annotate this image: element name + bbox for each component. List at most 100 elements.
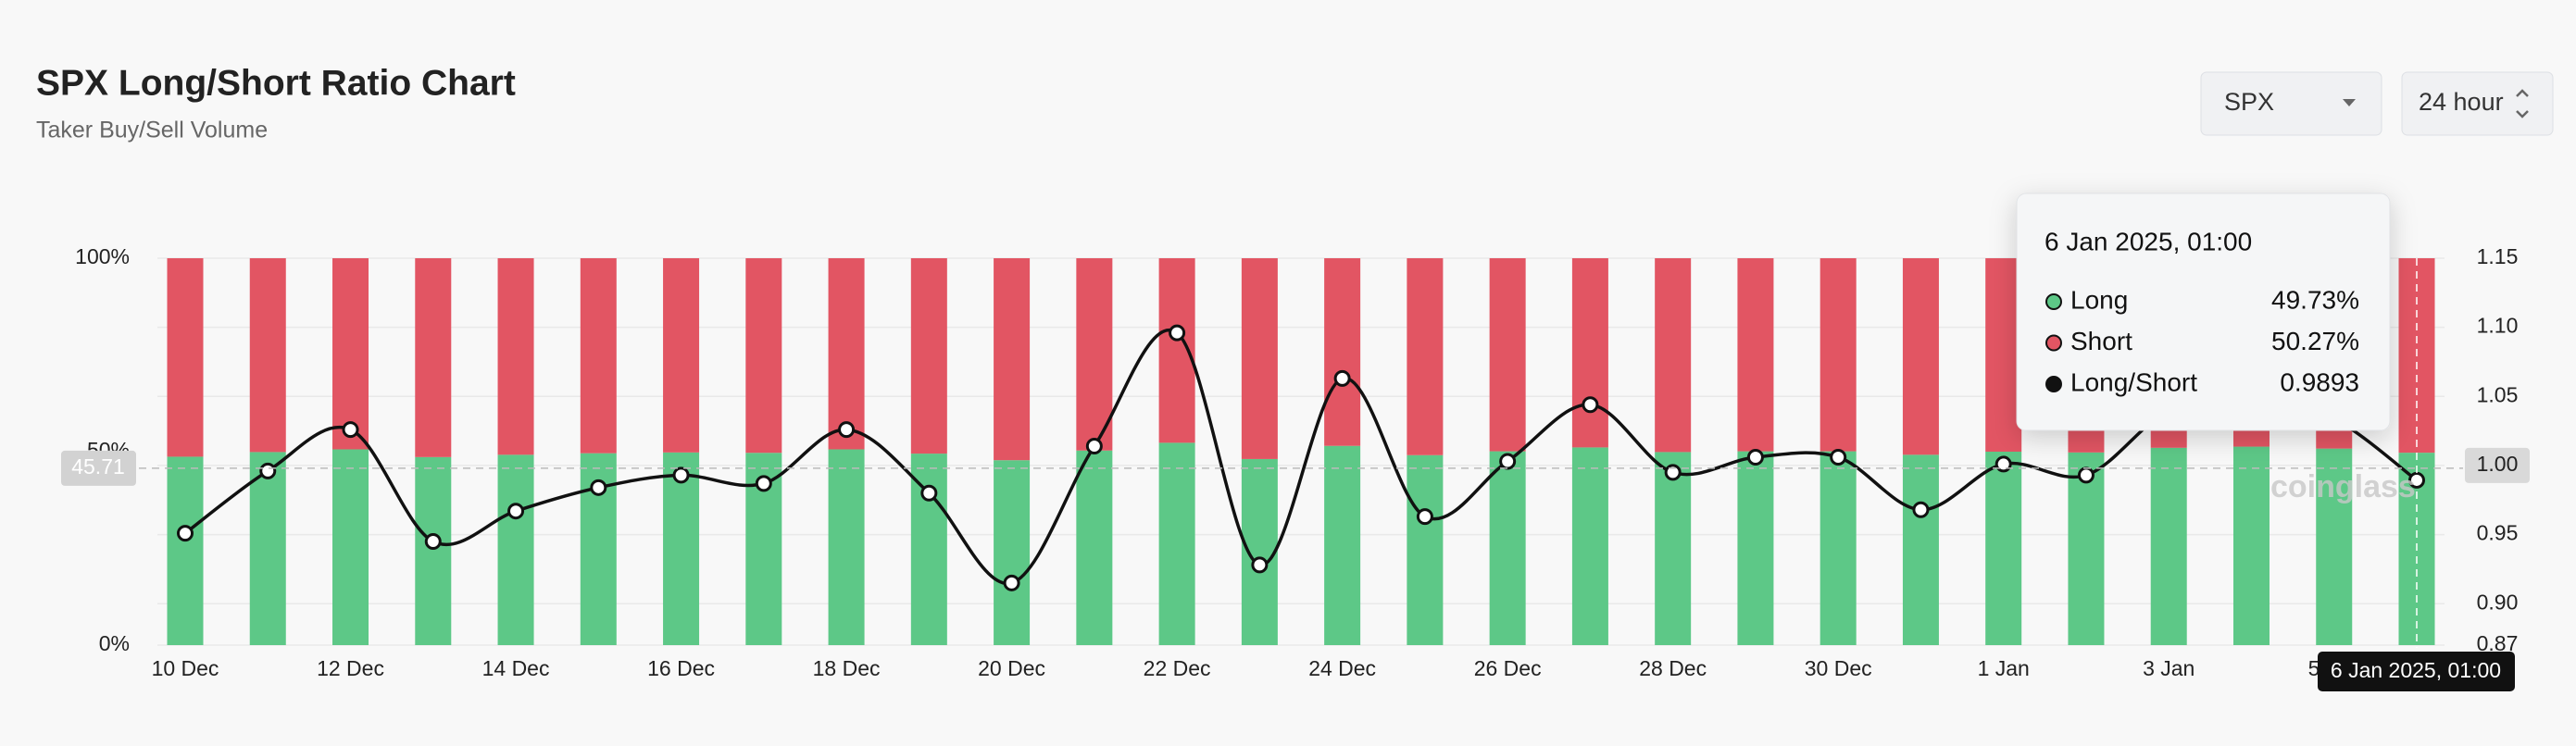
y2-tick-label: 0.95 xyxy=(2477,521,2519,545)
long-bar xyxy=(249,452,286,645)
long-bar xyxy=(1902,454,1939,645)
x-tick-label: 16 Dec xyxy=(647,656,715,680)
ratio-point xyxy=(1582,396,1599,414)
short-bar xyxy=(1902,258,1939,455)
symbol-select[interactable]: SPX xyxy=(2200,71,2382,136)
y2-crosshair-box xyxy=(2465,447,2530,483)
x-tick-label: 26 Dec xyxy=(1474,656,1542,680)
ratio-point xyxy=(1499,453,1517,470)
x-tick-label: 10 Dec xyxy=(152,656,219,680)
x-tick-label: 1 Jan xyxy=(1978,656,2030,680)
legend-label: Long xyxy=(2070,285,2128,314)
y-tick-label: 100% xyxy=(75,244,130,268)
short-bar xyxy=(1241,258,1278,459)
short-bar xyxy=(994,258,1031,461)
x-tick-label: 22 Dec xyxy=(1144,656,1211,680)
short-bar xyxy=(1655,258,1692,453)
watermark: coinglass xyxy=(2270,469,2416,504)
long-bar xyxy=(2150,447,2187,645)
long-bar xyxy=(1407,454,1444,645)
ratio-point xyxy=(1085,438,1103,455)
short-bar xyxy=(1407,258,1444,455)
select-box[interactable] xyxy=(2200,71,2382,136)
short-bar xyxy=(1076,258,1113,451)
short-bar xyxy=(167,258,204,457)
crosshair-y-box xyxy=(61,450,136,486)
ratio-point xyxy=(590,479,607,496)
long-bar xyxy=(994,460,1031,645)
short-bar xyxy=(1737,258,1774,452)
long-bar xyxy=(663,452,700,645)
interval-select[interactable]: 24 hour xyxy=(2401,71,2554,136)
x-tick-label: 18 Dec xyxy=(813,656,881,680)
long-bar xyxy=(167,456,204,645)
x-tick-label: 28 Dec xyxy=(1639,656,1707,680)
ratio-point xyxy=(2077,466,2095,484)
ratio-point xyxy=(259,462,277,479)
ratio-point xyxy=(1333,369,1351,387)
x-tick-label: 20 Dec xyxy=(978,656,1045,680)
short-bar xyxy=(249,258,286,453)
long-bar xyxy=(1324,445,1361,645)
crosshair-y-label: 45.71 xyxy=(71,454,125,479)
long-bar xyxy=(2068,452,2105,645)
subtitle: Taker Buy/Sell Volume xyxy=(36,118,268,143)
tooltip-value: 0.9893 xyxy=(2280,367,2359,396)
long-bar xyxy=(415,456,452,645)
long-bar xyxy=(497,454,534,645)
short-bar xyxy=(910,258,947,454)
ratio-point xyxy=(1912,501,1930,518)
long-bar xyxy=(1737,451,1774,645)
ratio-point xyxy=(507,503,525,520)
long-bar xyxy=(2316,448,2353,645)
x-tick-label: 12 Dec xyxy=(317,656,384,680)
y2-tick-label: 0.90 xyxy=(2477,590,2519,614)
short-bar xyxy=(1489,258,1526,452)
x-tick-label: 24 Dec xyxy=(1308,656,1376,680)
tooltip: 6 Jan 2025, 01:00 Long 49.73% Short 50.27% Lo… xyxy=(2016,193,2391,431)
ratio-point xyxy=(1416,508,1433,526)
select-text[interactable]: SPX xyxy=(2224,88,2274,116)
tooltip-value: 49.73% xyxy=(2271,285,2359,314)
legend-label: Long/Short xyxy=(2070,367,2197,396)
x-tick-label: 14 Dec xyxy=(482,656,550,680)
short-bar xyxy=(580,258,617,454)
ratio-point xyxy=(424,533,442,551)
y2-tick-label: 0.87 xyxy=(2477,631,2519,655)
y2-tick-label: 1.10 xyxy=(2477,314,2519,338)
ratio-point xyxy=(1830,448,1847,466)
long-bar xyxy=(1819,451,1857,645)
short-bar xyxy=(415,258,452,457)
ratio-point xyxy=(1995,455,2012,473)
legend-dot xyxy=(2045,376,2062,392)
long-bar xyxy=(1985,452,2022,645)
long-bar xyxy=(1655,452,1692,645)
select-text[interactable]: 24 hour xyxy=(2419,88,2504,116)
legend-dot xyxy=(2045,334,2062,352)
title: SPX Long/Short Ratio Chart xyxy=(36,63,516,103)
long-bar xyxy=(332,449,369,645)
long-bar xyxy=(1571,447,1608,645)
select-box[interactable] xyxy=(2401,71,2554,136)
crosshair-x-box xyxy=(2318,652,2515,691)
y2-tick-label: 1.05 xyxy=(2477,382,2519,406)
ratio-point xyxy=(1169,324,1186,342)
short-bar xyxy=(663,258,700,453)
dropdown-arrow xyxy=(2343,99,2356,106)
long-bar xyxy=(1076,450,1113,645)
legend-dot xyxy=(2045,293,2062,310)
tooltip-box xyxy=(2016,193,2391,431)
short-bar xyxy=(332,258,369,450)
short-bar xyxy=(745,258,782,454)
short-bar xyxy=(1819,258,1857,452)
crosshair-x-label: 6 Jan 2025, 01:00 xyxy=(2331,658,2501,682)
ratio-point xyxy=(177,525,194,542)
ratio-point xyxy=(1251,556,1269,574)
ratio-point xyxy=(1664,464,1682,481)
legend-label: Short xyxy=(2070,327,2132,355)
y2-tick-label: 1.00 xyxy=(2477,452,2519,476)
ratio-point xyxy=(920,484,938,502)
short-bar xyxy=(497,258,534,455)
